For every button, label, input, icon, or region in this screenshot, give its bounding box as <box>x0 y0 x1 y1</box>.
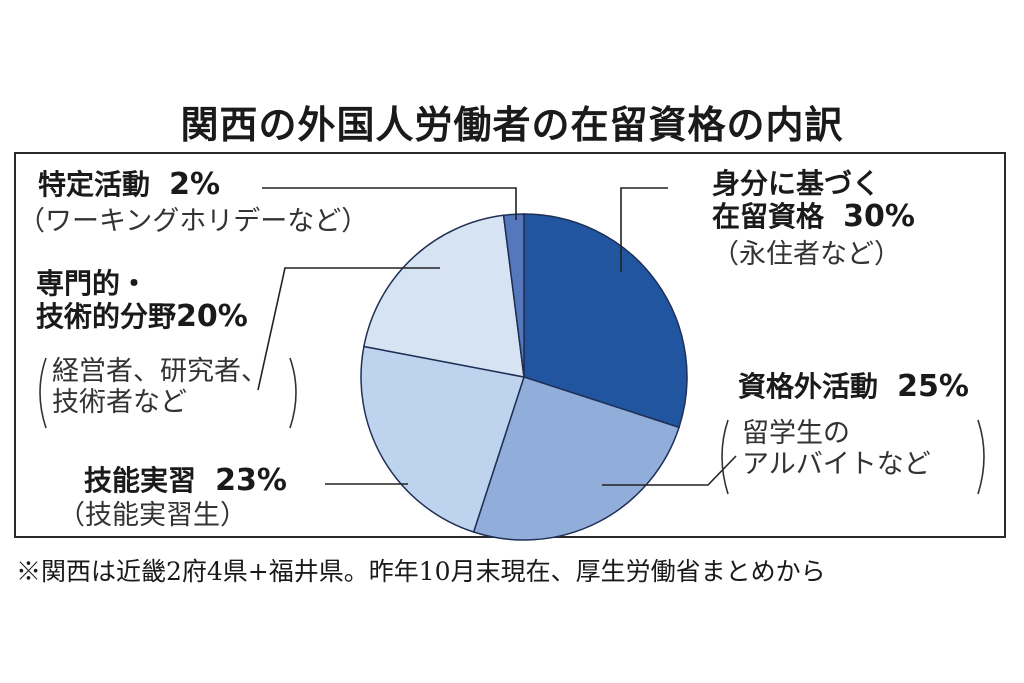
label-mibun: 身分に基づく 在留資格 30% （永住者など） <box>712 167 915 270</box>
label-ginou-name: 技能実習 <box>84 464 197 497</box>
bracket-right-shikakugai <box>977 419 985 495</box>
pie-slice-senmon <box>363 214 525 378</box>
pie-slice-mibun <box>523 213 688 429</box>
label-senmon-line2-row: 技術的分野20% <box>36 299 248 335</box>
value-label-senmon: 20% <box>176 299 248 335</box>
label-ginou: 技能実習 23% <box>84 463 287 499</box>
label-mibun-line2-row: 在留資格 30% <box>712 199 915 235</box>
label-senmon: 専門的・ 技術的分野20% <box>36 267 248 335</box>
sublabel-shikakugai: 留学生の アルバイトなど <box>742 418 931 480</box>
label-shikakugai: 資格外活動 25% <box>738 369 969 405</box>
pie-slice-shikakugai <box>472 376 680 541</box>
bracket-left-senmon <box>39 357 47 429</box>
sublabel-senmon-line2: 技術者など <box>52 387 187 419</box>
bracket-left-shikakugai <box>721 419 729 495</box>
sublabel-shikakugai-line1: 留学生の <box>742 418 850 449</box>
sublabel-senmon-line1: 経営者、研究者、 <box>52 356 268 387</box>
value-label-mibun: 30% <box>843 199 915 235</box>
label-senmon-line1: 専門的・ <box>36 267 149 300</box>
label-shikakugai-name: 資格外活動 <box>738 370 879 403</box>
pie-slice-ginou <box>360 345 525 533</box>
label-mibun-line2: 在留資格 <box>712 200 825 234</box>
value-label-shikakugai: 25% <box>897 369 969 404</box>
footnote: ※関西は近畿2府4県+福井県。昨年10月末現在、厚生労働省まとめから <box>16 557 826 586</box>
sublabel-tokutei: （ワーキングホリデーなど） <box>18 206 369 237</box>
label-tokutei: 特定活動 2% <box>38 167 221 203</box>
leader-line-shikakugai <box>602 455 737 486</box>
label-mibun-line1: 身分に基づく <box>712 167 881 200</box>
sublabel-shikakugai-line2: アルバイトなど <box>742 449 931 481</box>
chart-title: 関西の外国人労働者の在留資格の内訳 <box>180 103 844 147</box>
value-label-tokutei: 2% <box>169 167 221 202</box>
label-senmon-line2: 技術的分野 <box>36 300 177 334</box>
sublabel-ginou: （技能実習生） <box>58 500 247 531</box>
bracket-right-senmon <box>289 357 297 429</box>
leader-line-senmon <box>257 267 440 391</box>
value-label-ginou: 23% <box>215 463 287 498</box>
sublabel-mibun: （永住者など） <box>712 238 901 270</box>
label-tokutei-name: 特定活動 <box>38 168 151 201</box>
leader-line-tokutei <box>262 187 517 220</box>
leader-line-mibun <box>620 187 668 272</box>
pie-slice-tokutei <box>502 213 525 378</box>
sublabel-senmon: 経営者、研究者、 技術者など <box>52 356 268 418</box>
